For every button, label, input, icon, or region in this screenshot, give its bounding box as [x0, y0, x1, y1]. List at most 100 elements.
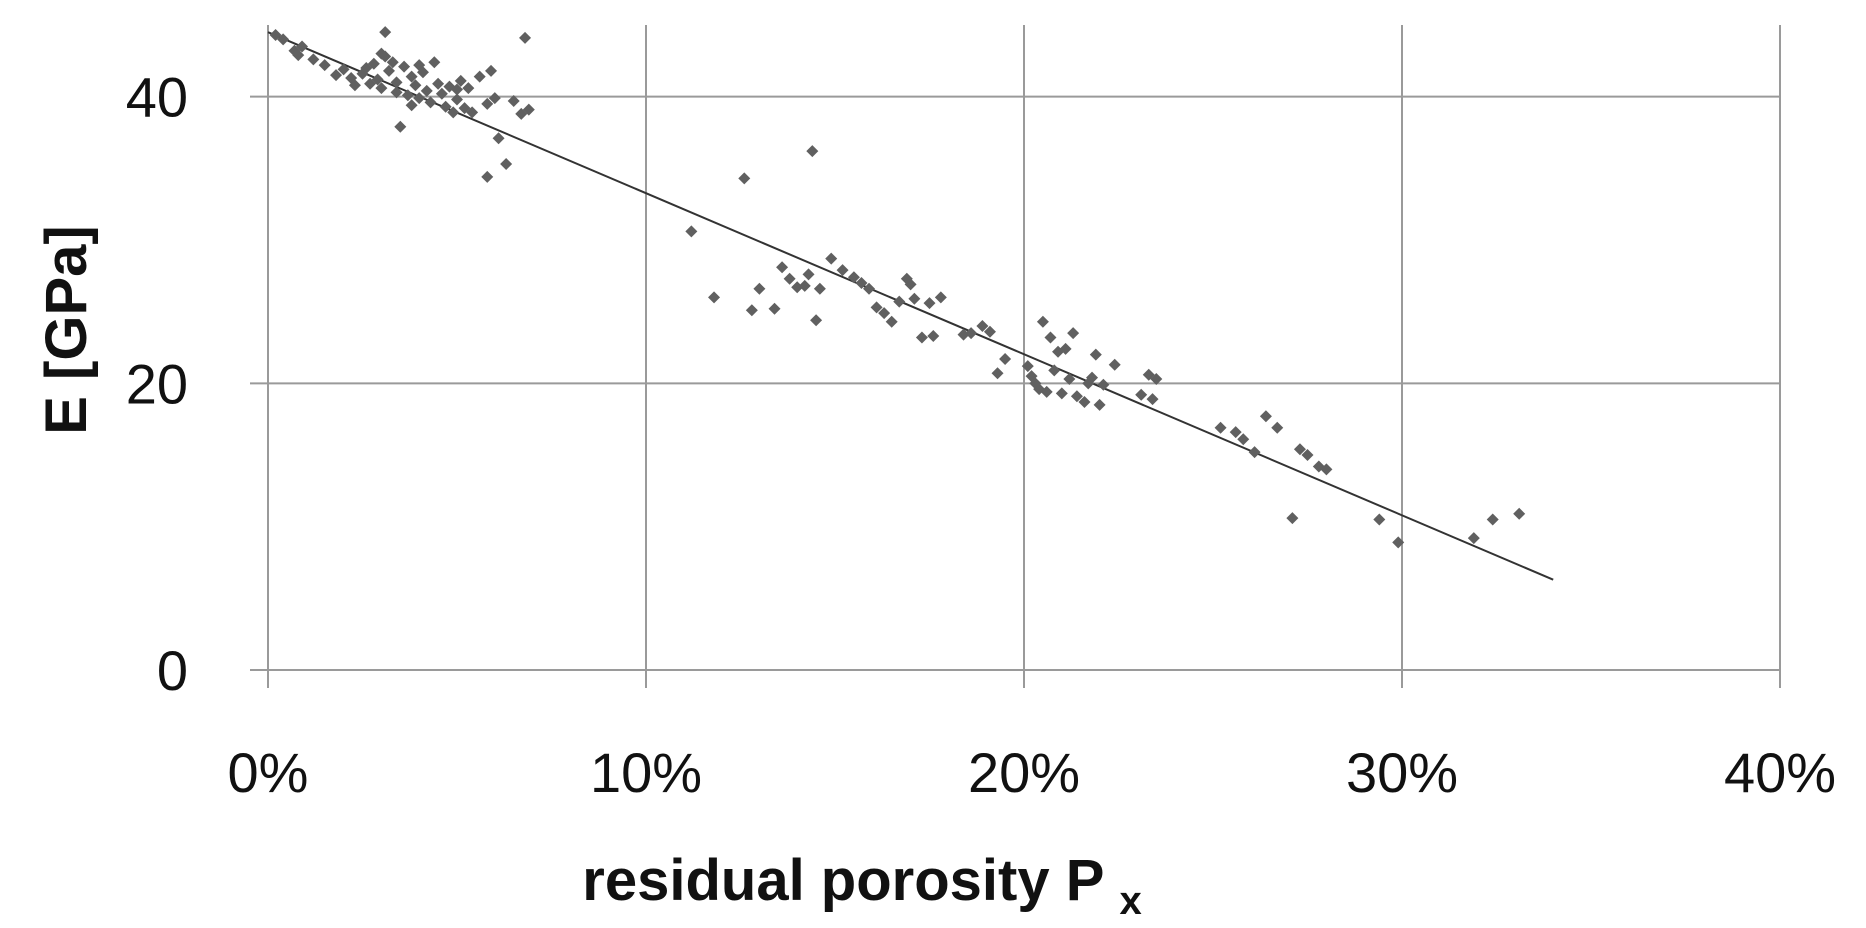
data-point-89 [965, 327, 978, 340]
data-point-80 [893, 295, 906, 308]
data-point-33 [420, 84, 433, 97]
data-point-134 [1513, 507, 1526, 520]
data-point-53 [500, 158, 513, 171]
data-point-57 [522, 103, 535, 116]
data-point-117 [1146, 393, 1159, 406]
data-point-66 [791, 281, 804, 294]
data-point-20 [382, 64, 395, 77]
data-point-92 [991, 367, 1004, 380]
x-axis-title: residual porosity P x [582, 848, 1141, 923]
data-point-88 [957, 328, 970, 341]
data-point-40 [447, 106, 460, 119]
data-point-68 [802, 268, 815, 281]
data-point-112 [1093, 398, 1106, 411]
data-point-19 [379, 50, 392, 63]
data-point-35 [428, 56, 441, 69]
data-point-94 [1021, 360, 1034, 373]
data-point-42 [451, 93, 463, 106]
data-point-71 [813, 282, 826, 295]
data-point-25 [398, 60, 411, 73]
data-point-62 [753, 282, 766, 295]
grid-layer [250, 25, 1781, 688]
x-tick-labels: 0% 10% 20% 30% 40% [228, 741, 1837, 804]
data-point-125 [1286, 512, 1299, 525]
data-point-98 [1036, 315, 1049, 328]
data-point-130 [1373, 513, 1386, 526]
trendline-layer [267, 31, 1554, 581]
data-point-54 [507, 94, 520, 107]
data-point-23 [390, 86, 403, 99]
data-point-26 [401, 89, 414, 102]
data-point-103 [1055, 387, 1068, 400]
data-point-104 [1059, 342, 1072, 355]
data-point-126 [1293, 443, 1306, 456]
data-point-99 [1040, 385, 1053, 398]
data-point-93 [999, 352, 1012, 365]
data-points-layer [269, 26, 1526, 549]
data-point-29 [409, 79, 422, 92]
x-tick-label-2: 20% [968, 741, 1080, 804]
data-point-3 [292, 49, 305, 62]
data-point-106 [1067, 327, 1080, 340]
y-tick-labels: 0 20 40 [126, 66, 188, 702]
data-point-74 [847, 271, 860, 284]
data-point-72 [825, 252, 838, 265]
data-point-45 [462, 82, 475, 95]
data-point-51 [485, 64, 498, 77]
data-point-101 [1048, 364, 1061, 377]
data-point-110 [1086, 371, 1099, 384]
data-point-108 [1078, 395, 1091, 408]
data-point-1 [277, 33, 290, 46]
data-point-14 [367, 57, 380, 70]
data-point-105 [1063, 373, 1076, 386]
data-point-90 [976, 320, 989, 332]
y-axis-title: E [GPa] [34, 225, 99, 435]
data-point-120 [1229, 426, 1242, 439]
data-point-77 [870, 301, 883, 314]
data-point-7 [330, 69, 343, 82]
x-tick-label-0: 0% [228, 741, 309, 804]
data-point-46 [466, 106, 479, 119]
trendline [267, 31, 1554, 581]
data-point-43 [454, 74, 467, 87]
data-point-115 [1135, 388, 1148, 401]
data-point-76 [863, 282, 876, 295]
data-point-124 [1271, 421, 1284, 434]
data-point-82 [904, 278, 917, 291]
data-point-22 [390, 76, 403, 89]
data-point-30 [413, 92, 426, 105]
data-point-113 [1097, 378, 1110, 391]
y-tick-label-1: 20 [126, 352, 188, 415]
data-point-65 [783, 272, 796, 285]
data-point-24 [394, 120, 407, 133]
data-point-78 [878, 307, 891, 320]
data-point-10 [348, 79, 361, 92]
data-point-64 [776, 261, 789, 274]
data-point-127 [1301, 449, 1314, 461]
data-point-133 [1486, 513, 1499, 526]
data-point-15 [371, 73, 384, 86]
data-point-17 [375, 82, 388, 95]
data-point-121 [1237, 433, 1250, 446]
data-point-79 [885, 315, 898, 328]
data-point-61 [745, 304, 758, 317]
data-point-83 [908, 292, 921, 305]
data-point-32 [416, 66, 429, 79]
data-point-6 [318, 59, 331, 72]
data-point-21 [386, 56, 399, 69]
x-tick-label-4: 40% [1724, 741, 1836, 804]
data-point-123 [1259, 410, 1272, 423]
data-point-70 [810, 314, 823, 327]
data-point-48 [481, 97, 494, 110]
data-point-37 [435, 87, 448, 100]
data-point-91 [983, 325, 996, 338]
data-point-56 [519, 31, 532, 44]
data-point-129 [1320, 463, 1333, 476]
data-point-41 [451, 83, 463, 96]
data-point-122 [1248, 446, 1261, 459]
data-point-60 [738, 172, 751, 185]
data-point-5 [307, 53, 320, 66]
data-point-118 [1150, 373, 1163, 386]
